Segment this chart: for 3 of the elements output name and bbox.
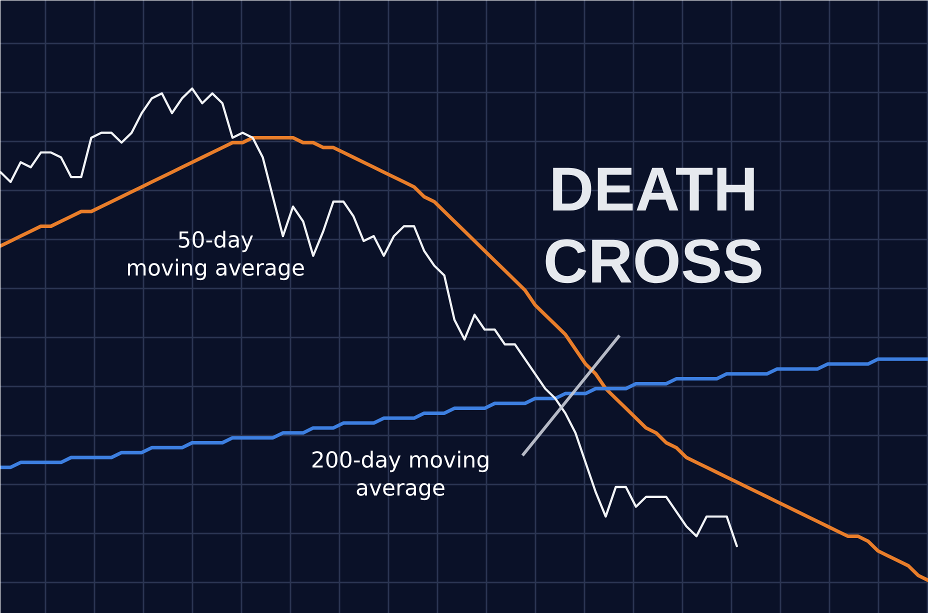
series-label: 50-day moving average — [126, 228, 306, 282]
text: DEATH CROSS — [543, 156, 764, 296]
series-label: 200-day moving average — [310, 448, 490, 502]
